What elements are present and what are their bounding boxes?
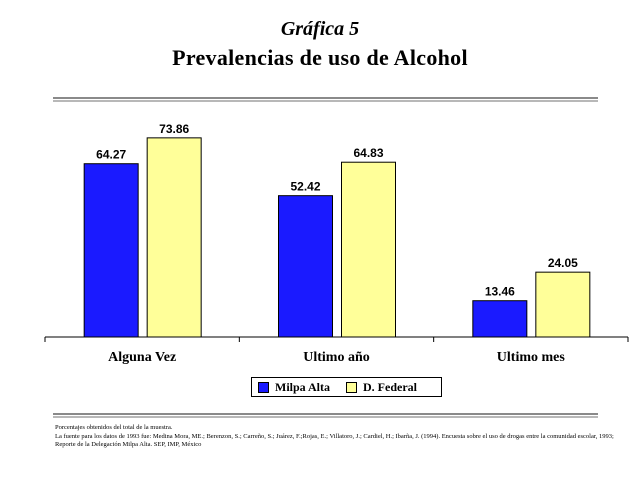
chart-kicker: Gráfica 5: [280, 18, 360, 40]
bar-milpa-alta-2: [278, 195, 333, 338]
legend: Milpa Alta D. Federal: [251, 377, 442, 397]
data-label-d-federal-2: 64.83: [353, 146, 383, 160]
bar-d-federal-2: [341, 161, 396, 338]
bottom-divider: [53, 413, 598, 418]
chart-title: Prevalencias de uso de Alcohol: [172, 45, 468, 70]
x-tick-label-2: Ultimo año: [303, 350, 370, 365]
x-tick-label-3: Ultimo mes: [497, 350, 566, 365]
data-label-milpa-alta-1: 64.27: [96, 148, 126, 162]
legend-swatch-milpa-alta: [258, 381, 269, 393]
legend-label-d-federal: D. Federal: [363, 379, 417, 394]
x-tick-label-1: Alguna Vez: [108, 350, 176, 365]
bar-milpa-alta-1: [83, 163, 139, 338]
top-divider: [53, 97, 598, 102]
data-label-milpa-alta-2: 52.42: [290, 180, 320, 194]
legend-item-d-federal: D. Federal: [346, 380, 417, 395]
footnotes: Porcentajes obtenidos del total de la mu…: [55, 424, 615, 450]
bar-milpa-alta-3: [472, 300, 528, 338]
footnote-sample: Porcentajes obtenidos del total de la mu…: [55, 424, 173, 431]
legend-item-milpa-alta: Milpa Alta: [258, 380, 330, 395]
footnote-source: La fuente para los datos de 1993 fue: Me…: [55, 432, 614, 449]
bar-d-federal-3: [535, 271, 591, 338]
data-label-d-federal-1: 73.86: [159, 122, 189, 136]
data-label-milpa-alta-3: 13.46: [485, 285, 515, 299]
bar-d-federal-1: [146, 137, 202, 338]
legend-label-milpa-alta: Milpa Alta: [275, 379, 331, 394]
data-label-d-federal-3: 24.05: [548, 256, 578, 270]
legend-swatch-d-federal: [346, 381, 358, 393]
